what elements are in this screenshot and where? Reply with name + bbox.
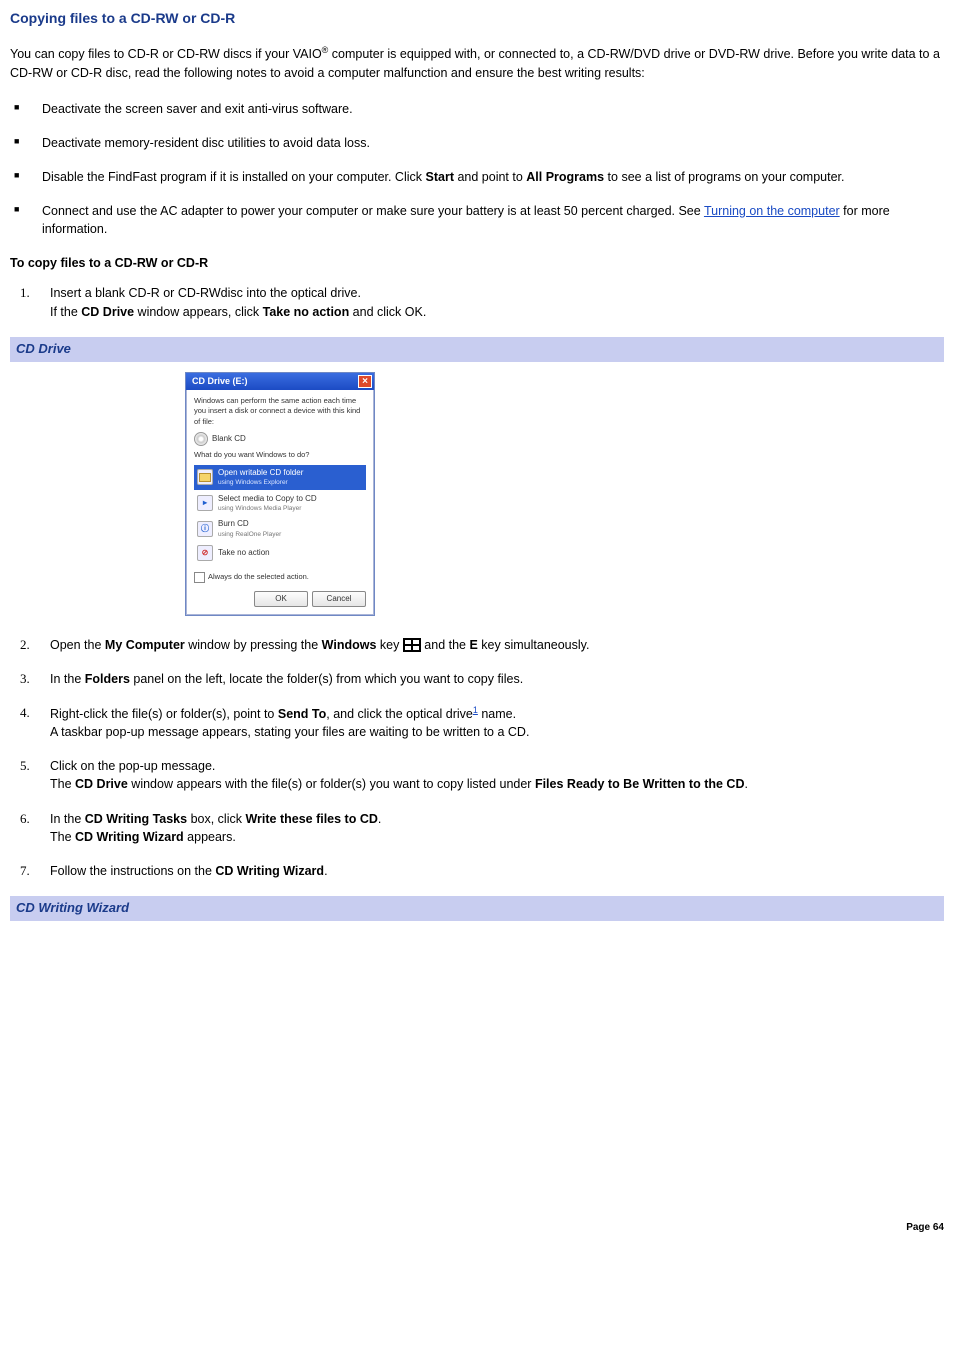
option-sublabel: using Windows Explorer bbox=[218, 479, 288, 486]
blank-cd-label: Blank CD bbox=[212, 433, 246, 445]
option-sublabel: using RealOne Player bbox=[218, 531, 281, 538]
step-7: Follow the instructions on the CD Writin… bbox=[32, 862, 944, 880]
dialog-titlebar: CD Drive (E:) × bbox=[186, 373, 374, 390]
bold-start: Start bbox=[426, 170, 454, 184]
page-number: Page 64 bbox=[10, 1221, 944, 1236]
option-label: Select media to Copy to CD bbox=[218, 494, 317, 503]
step-2: Open the My Computer window by pressing … bbox=[32, 636, 944, 654]
text: panel on the left, locate the folder(s) … bbox=[130, 672, 523, 686]
cd-icon bbox=[194, 432, 208, 446]
step-1: Insert a blank CD-R or CD-RWdisc into th… bbox=[32, 284, 944, 320]
text: name. bbox=[478, 707, 516, 721]
cd-drive-dialog: CD Drive (E:) × Windows can perform the … bbox=[185, 372, 375, 616]
page-title: Copying files to a CD-RW or CD-R bbox=[10, 8, 944, 28]
turning-on-computer-link[interactable]: Turning on the computer bbox=[704, 204, 840, 218]
play-icon: ▸ bbox=[197, 495, 213, 511]
bold-cd-writing-wizard: CD Writing Wizard bbox=[75, 830, 184, 844]
option-sublabel: using Windows Media Player bbox=[218, 505, 301, 512]
text: to see a list of programs on your comput… bbox=[604, 170, 844, 184]
bold-e-key: E bbox=[469, 638, 477, 652]
text: , and click the optical drive bbox=[326, 707, 473, 721]
note-item: Connect and use the AC adapter to power … bbox=[14, 202, 944, 238]
intro-pre: You can copy files to CD-R or CD-RW disc… bbox=[10, 47, 322, 61]
bold-cd-drive: CD Drive bbox=[81, 305, 134, 319]
text: Disable the FindFast program if it is in… bbox=[42, 170, 426, 184]
bold-cd-writing-tasks: CD Writing Tasks bbox=[85, 812, 187, 826]
note-item: Deactivate the screen saver and exit ant… bbox=[14, 100, 944, 118]
text: Right-click the file(s) or folder(s), po… bbox=[50, 707, 278, 721]
option-open-folder[interactable]: Open writable CD folder using Windows Ex… bbox=[194, 465, 366, 490]
option-burn-cd[interactable]: ⓘ Burn CD using RealOne Player bbox=[194, 516, 366, 541]
bold-all-programs: All Programs bbox=[526, 170, 604, 184]
text: Insert a blank CD-R or CD-RWdisc into th… bbox=[50, 286, 361, 300]
text: In the bbox=[50, 672, 85, 686]
folder-icon bbox=[197, 469, 213, 485]
step-3: In the Folders panel on the left, locate… bbox=[32, 670, 944, 688]
text: key simultaneously. bbox=[478, 638, 590, 652]
notes-list: Deactivate the screen saver and exit ant… bbox=[10, 100, 944, 239]
text: and the bbox=[421, 638, 470, 652]
text: appears. bbox=[184, 830, 236, 844]
text: The bbox=[50, 777, 75, 791]
text: . bbox=[378, 812, 381, 826]
popup-message-text: A taskbar pop-up message appears, statin… bbox=[50, 725, 529, 739]
bold-send-to: Send To bbox=[278, 707, 326, 721]
text: box, click bbox=[187, 812, 245, 826]
text: Connect and use the AC adapter to power … bbox=[42, 204, 704, 218]
cd-drive-label-band: CD Drive bbox=[10, 337, 944, 362]
note-item: Disable the FindFast program if it is in… bbox=[14, 168, 944, 186]
dialog-figure: CD Drive (E:) × Windows can perform the … bbox=[10, 372, 944, 616]
no-action-icon: ⊘ bbox=[197, 545, 213, 561]
text: window by pressing the bbox=[185, 638, 322, 652]
step-4: Right-click the file(s) or folder(s), po… bbox=[32, 704, 944, 741]
option-take-no-action[interactable]: ⊘ Take no action bbox=[194, 542, 366, 564]
text: window appears, click bbox=[134, 305, 263, 319]
dialog-prompt: What do you want Windows to do? bbox=[194, 450, 366, 461]
text: In the bbox=[50, 812, 85, 826]
text: . bbox=[324, 864, 327, 878]
text: The bbox=[50, 830, 75, 844]
intro-paragraph: You can copy files to CD-R or CD-RW disc… bbox=[10, 44, 944, 81]
text: Click on the pop-up message. bbox=[50, 759, 215, 773]
dialog-message: Windows can perform the same action each… bbox=[194, 396, 366, 429]
option-label: Burn CD bbox=[218, 519, 249, 528]
cd-writing-wizard-band: CD Writing Wizard bbox=[10, 896, 944, 921]
always-label: Always do the selected action. bbox=[208, 572, 309, 583]
step-5: Click on the pop-up message. The CD Driv… bbox=[32, 757, 944, 793]
text: . bbox=[744, 777, 747, 791]
dialog-title: CD Drive (E:) bbox=[192, 375, 248, 388]
bold-my-computer: My Computer bbox=[105, 638, 185, 652]
cancel-button[interactable]: Cancel bbox=[312, 591, 366, 607]
windows-key-icon bbox=[403, 638, 421, 652]
text: and click OK. bbox=[349, 305, 426, 319]
procedure-heading: To copy files to a CD-RW or CD-R bbox=[10, 254, 944, 272]
option-label: Take no action bbox=[218, 548, 270, 557]
bold-cd-drive: CD Drive bbox=[75, 777, 128, 791]
text: key bbox=[376, 638, 402, 652]
text: If the bbox=[50, 305, 81, 319]
text: Follow the instructions on the bbox=[50, 864, 215, 878]
bold-write-these-files: Write these files to CD bbox=[245, 812, 377, 826]
note-item: Deactivate memory-resident disc utilitie… bbox=[14, 134, 944, 152]
bold-take-no-action: Take no action bbox=[263, 305, 350, 319]
steps-list: Insert a blank CD-R or CD-RWdisc into th… bbox=[10, 284, 944, 320]
text: window appears with the file(s) or folde… bbox=[128, 777, 535, 791]
ok-button[interactable]: OK bbox=[254, 591, 308, 607]
bold-folders: Folders bbox=[85, 672, 130, 686]
burn-icon: ⓘ bbox=[197, 521, 213, 537]
bold-files-ready: Files Ready to Be Written to the CD bbox=[535, 777, 745, 791]
steps-list-continued: Open the My Computer window by pressing … bbox=[10, 636, 944, 880]
always-checkbox[interactable] bbox=[194, 572, 205, 583]
step-6: In the CD Writing Tasks box, click Write… bbox=[32, 810, 944, 846]
close-icon[interactable]: × bbox=[358, 375, 372, 388]
bold-windows: Windows bbox=[322, 638, 377, 652]
option-select-media[interactable]: ▸ Select media to Copy to CD using Windo… bbox=[194, 491, 366, 516]
text: Open the bbox=[50, 638, 105, 652]
option-label: Open writable CD folder bbox=[218, 468, 303, 477]
text: and point to bbox=[454, 170, 526, 184]
bold-cd-writing-wizard: CD Writing Wizard bbox=[215, 864, 324, 878]
